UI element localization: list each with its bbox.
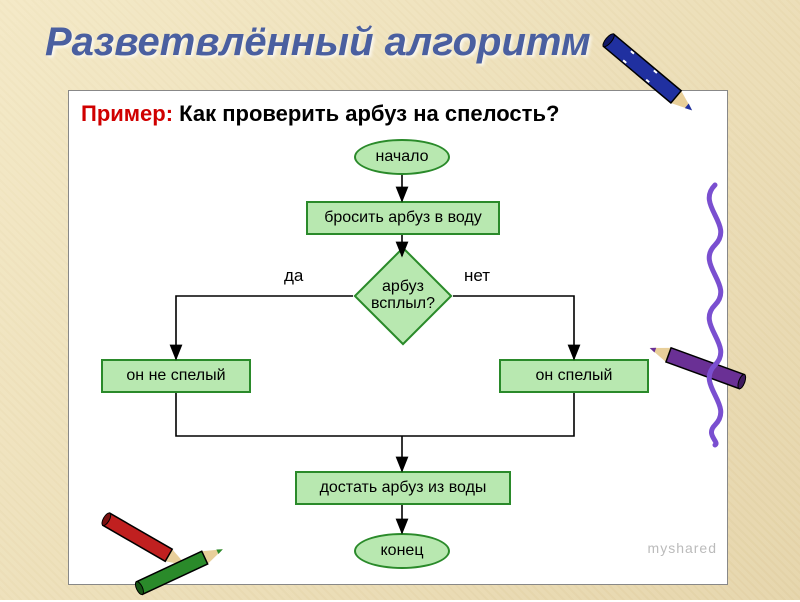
node-take-out-label: достать арбуз из воды — [320, 479, 487, 497]
node-end-label: конец — [381, 542, 424, 560]
decision-text: арбуз всплыл? — [371, 278, 435, 312]
watermark: myshared — [648, 540, 717, 556]
example-heading: Пример: Как проверить арбуз на спелость? — [81, 101, 559, 127]
node-ripe: он спелый — [499, 359, 649, 393]
edge-label-yes: да — [284, 266, 303, 286]
node-not-ripe: он не спелый — [101, 359, 251, 393]
edge-label-no: нет — [464, 266, 490, 286]
node-start: начало — [354, 139, 450, 175]
page-title: Разветвлённый алгоритм — [45, 20, 591, 65]
node-ripe-label: он спелый — [536, 367, 613, 385]
node-throw-label: бросить арбуз в воду — [324, 209, 482, 227]
example-question: Как проверить арбуз на спелость? — [173, 101, 559, 126]
squiggle-purple-icon — [690, 180, 740, 455]
example-panel: Пример: Как проверить арбуз на спелость?… — [68, 90, 728, 585]
node-start-label: начало — [375, 148, 428, 166]
node-end: конец — [354, 533, 450, 569]
node-decision: арбуз всплыл? — [353, 256, 453, 336]
node-decision-label: арбуз всплыл? — [371, 279, 435, 313]
node-take-out: достать арбуз из воды — [295, 471, 511, 505]
node-not-ripe-label: он не спелый — [126, 367, 225, 385]
node-throw: бросить арбуз в воду — [306, 201, 500, 235]
example-label: Пример: — [81, 101, 173, 126]
